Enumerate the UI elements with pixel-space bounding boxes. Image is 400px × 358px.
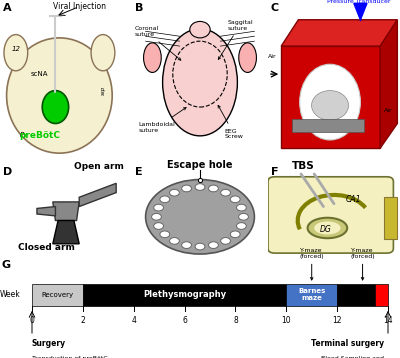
Circle shape [182,242,192,248]
Ellipse shape [308,218,347,238]
Text: Air: Air [384,108,393,113]
Text: Pressure Transducer: Pressure Transducer [327,0,391,4]
Text: Air: Air [268,54,277,59]
Text: 14: 14 [383,316,393,325]
Circle shape [170,238,179,244]
Circle shape [154,223,164,229]
Circle shape [152,213,161,220]
Text: Escape hole: Escape hole [167,160,233,170]
Text: EEG
Screw: EEG Screw [218,105,243,139]
Circle shape [146,180,254,254]
Text: TBS: TBS [292,161,314,171]
Text: CA1: CA1 [346,195,362,204]
Circle shape [208,185,218,192]
Circle shape [195,243,205,250]
Text: Week: Week [0,290,21,299]
Text: scNA: scNA [31,71,48,77]
Circle shape [239,213,248,220]
Text: 6: 6 [182,316,187,325]
Circle shape [221,189,230,196]
Text: Barnes
maze: Barnes maze [298,288,326,301]
Circle shape [160,231,170,238]
Text: 8: 8 [233,316,238,325]
Bar [32,284,83,306]
Bar [375,284,388,306]
Text: 2: 2 [80,316,85,325]
Polygon shape [79,183,116,207]
Bar [286,284,337,306]
Ellipse shape [6,38,112,153]
Circle shape [42,91,69,124]
Circle shape [300,64,360,140]
Ellipse shape [4,35,28,71]
Circle shape [160,196,170,203]
Polygon shape [53,221,79,244]
Text: C: C [271,3,279,13]
Text: 0: 0 [30,316,34,325]
Text: ssp: ssp [100,86,106,95]
Circle shape [236,223,246,229]
Text: D: D [3,166,12,176]
Ellipse shape [144,43,161,72]
Circle shape [154,204,164,211]
Text: G: G [2,260,11,270]
Text: Saggital
suture: Saggital suture [218,20,253,59]
Polygon shape [380,20,397,148]
Text: Plethysmography: Plethysmography [143,290,226,299]
Text: 10: 10 [282,316,291,325]
Text: Lambdoidal
suture: Lambdoidal suture [139,107,186,133]
Ellipse shape [162,29,238,136]
Text: F: F [271,166,278,176]
Ellipse shape [314,222,340,234]
FancyBboxPatch shape [268,177,393,253]
Bar [337,284,375,306]
Circle shape [182,185,192,192]
Text: preBötC: preBötC [19,131,60,140]
Ellipse shape [312,91,348,120]
Text: Blood Sampling and
Electrophysiology or
Immunocytochemistry: Blood Sampling and Electrophysiology or … [313,356,384,358]
Text: 4: 4 [131,316,136,325]
Polygon shape [53,202,79,221]
Text: Y-maze
(forced): Y-maze (forced) [300,248,324,280]
Text: Viral Injection: Viral Injection [53,2,106,11]
Circle shape [230,196,240,203]
Text: DG: DG [320,225,332,234]
Text: Coronal
suture: Coronal suture [135,26,181,60]
Text: Transduction of preBötC
Telemetry implantation: Transduction of preBötC Telemetry implan… [32,356,108,358]
Text: Py: Py [20,132,28,138]
Polygon shape [37,207,56,216]
Text: Recovery: Recovery [41,292,74,298]
Text: Open arm: Open arm [74,162,124,171]
Text: E: E [135,166,142,176]
Text: 12: 12 [332,316,342,325]
Bar [384,197,397,239]
Polygon shape [281,46,380,148]
Text: Closed arm: Closed arm [18,243,75,252]
Text: A: A [3,3,11,13]
Ellipse shape [239,43,256,72]
Bar [292,118,364,132]
Circle shape [230,231,240,238]
Text: Terminal surgery: Terminal surgery [311,339,384,348]
Text: Y-maze
(forced): Y-maze (forced) [350,248,375,280]
Polygon shape [281,20,397,46]
Circle shape [208,242,218,248]
Circle shape [221,238,230,244]
Circle shape [170,189,179,196]
Text: 12: 12 [11,47,20,52]
Text: Surgery: Surgery [32,339,66,348]
Text: B: B [135,3,143,13]
Circle shape [236,204,246,211]
Bar [83,284,286,306]
Ellipse shape [91,35,115,71]
Circle shape [195,184,205,190]
Polygon shape [354,3,367,20]
Ellipse shape [190,21,210,38]
